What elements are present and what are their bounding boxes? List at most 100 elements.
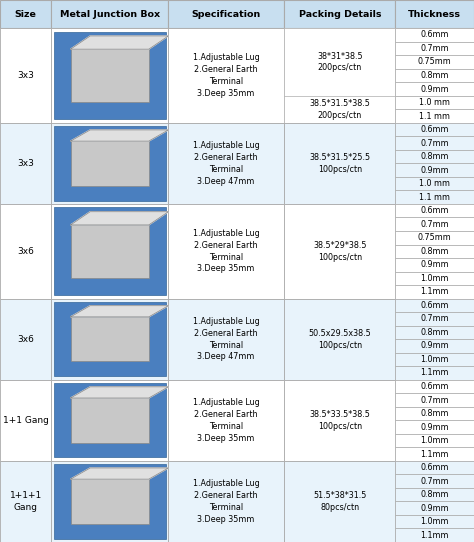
Bar xyxy=(52,461,168,542)
Text: 0.8mm: 0.8mm xyxy=(420,490,449,499)
Bar xyxy=(395,28,474,42)
Text: 1.0 mm: 1.0 mm xyxy=(419,98,450,107)
Polygon shape xyxy=(71,36,168,49)
Bar xyxy=(284,28,395,96)
Text: 3x6: 3x6 xyxy=(17,334,34,344)
Text: 1.1 mm: 1.1 mm xyxy=(419,112,450,120)
Polygon shape xyxy=(71,212,168,225)
Bar xyxy=(54,302,165,376)
Bar xyxy=(395,474,474,488)
Bar xyxy=(395,285,474,299)
Text: 0.9mm: 0.9mm xyxy=(420,341,449,351)
Text: 0.9mm: 0.9mm xyxy=(420,85,449,94)
Bar xyxy=(168,28,284,123)
Bar xyxy=(395,150,474,163)
Text: 0.6mm: 0.6mm xyxy=(420,301,449,310)
Text: 0.6mm: 0.6mm xyxy=(420,125,449,134)
Text: 1.1mm: 1.1mm xyxy=(420,531,449,540)
Text: 1.0 mm: 1.0 mm xyxy=(419,179,450,188)
Bar xyxy=(71,141,149,186)
Bar xyxy=(168,461,284,542)
Text: 0.9mm: 0.9mm xyxy=(420,423,449,431)
Bar xyxy=(395,177,474,190)
Text: 1.1 mm: 1.1 mm xyxy=(419,193,450,202)
Text: 3x3: 3x3 xyxy=(17,159,34,168)
Text: 0.8mm: 0.8mm xyxy=(420,152,449,161)
Text: 0.7mm: 0.7mm xyxy=(420,396,449,404)
Bar xyxy=(0,461,52,542)
Bar xyxy=(395,231,474,244)
Text: 38.5*31.5*38.5
200pcs/ctn: 38.5*31.5*38.5 200pcs/ctn xyxy=(310,99,370,120)
Bar xyxy=(284,299,395,380)
Bar xyxy=(395,82,474,96)
Bar xyxy=(0,380,52,461)
Bar xyxy=(395,299,474,312)
Text: 1+1+1
Gang: 1+1+1 Gang xyxy=(9,491,42,512)
Text: 0.6mm: 0.6mm xyxy=(420,382,449,391)
Bar xyxy=(168,380,284,461)
Bar xyxy=(395,163,474,177)
Text: 38.5*31.5*25.5
100pcs/ctn: 38.5*31.5*25.5 100pcs/ctn xyxy=(310,153,371,174)
Bar xyxy=(284,204,395,299)
Bar xyxy=(395,515,474,528)
Text: 0.7mm: 0.7mm xyxy=(420,476,449,486)
Bar xyxy=(395,447,474,461)
Bar xyxy=(395,258,474,272)
Bar xyxy=(395,312,474,326)
Bar xyxy=(54,126,165,201)
Text: 1.Adjustable Lug
2.General Earth
Terminal
3.Deep 47mm: 1.Adjustable Lug 2.General Earth Termina… xyxy=(193,141,260,185)
Bar xyxy=(395,380,474,393)
Bar xyxy=(395,353,474,366)
Bar xyxy=(284,96,395,123)
Bar xyxy=(52,380,168,461)
Bar xyxy=(395,42,474,55)
Bar xyxy=(168,0,284,28)
Bar xyxy=(395,272,474,285)
Bar xyxy=(52,204,168,299)
Text: Packing Details: Packing Details xyxy=(299,10,381,18)
Bar xyxy=(71,317,149,362)
Bar xyxy=(71,398,149,443)
Bar xyxy=(395,69,474,82)
Text: 0.7mm: 0.7mm xyxy=(420,44,449,53)
Text: 0.9mm: 0.9mm xyxy=(420,166,449,175)
Text: 0.8mm: 0.8mm xyxy=(420,247,449,256)
Text: 1.0mm: 1.0mm xyxy=(420,355,449,364)
Bar xyxy=(395,190,474,204)
Text: 0.7mm: 0.7mm xyxy=(420,314,449,324)
Polygon shape xyxy=(71,468,168,479)
Text: 0.75mm: 0.75mm xyxy=(418,233,452,242)
Text: Thickness: Thickness xyxy=(408,10,461,18)
Text: 0.6mm: 0.6mm xyxy=(420,206,449,215)
Text: 3x3: 3x3 xyxy=(17,71,34,80)
Text: 1.1mm: 1.1mm xyxy=(420,369,449,377)
Text: 0.8mm: 0.8mm xyxy=(420,328,449,337)
Text: 1.0mm: 1.0mm xyxy=(420,274,449,283)
Bar xyxy=(0,28,52,123)
Text: 0.75mm: 0.75mm xyxy=(418,57,452,67)
Bar xyxy=(71,49,149,102)
Bar xyxy=(395,217,474,231)
Bar xyxy=(395,55,474,69)
Bar xyxy=(284,0,395,28)
Text: Specification: Specification xyxy=(191,10,261,18)
Text: 38.5*33.5*38.5
100pcs/ctn: 38.5*33.5*38.5 100pcs/ctn xyxy=(310,410,370,431)
Bar xyxy=(52,299,168,380)
Text: 0.7mm: 0.7mm xyxy=(420,220,449,229)
Text: 38*31*38.5
200pcs/ctn: 38*31*38.5 200pcs/ctn xyxy=(317,51,363,73)
Text: 1.Adjustable Lug
2.General Earth
Terminal
3.Deep 35mm: 1.Adjustable Lug 2.General Earth Termina… xyxy=(193,398,260,442)
Bar xyxy=(395,366,474,380)
Text: 0.9mm: 0.9mm xyxy=(420,260,449,269)
Bar xyxy=(54,383,165,457)
Bar xyxy=(284,28,395,123)
Text: 1.Adjustable Lug
2.General Earth
Terminal
3.Deep 35mm: 1.Adjustable Lug 2.General Earth Termina… xyxy=(193,53,260,98)
Text: 1.0mm: 1.0mm xyxy=(420,517,449,526)
Bar xyxy=(395,501,474,515)
Bar xyxy=(395,326,474,339)
Text: 0.8mm: 0.8mm xyxy=(420,71,449,80)
Bar xyxy=(0,123,52,204)
Bar xyxy=(284,380,395,461)
Text: 1.Adjustable Lug
2.General Earth
Terminal
3.Deep 35mm: 1.Adjustable Lug 2.General Earth Termina… xyxy=(193,229,260,274)
Bar xyxy=(395,528,474,542)
Bar xyxy=(395,407,474,420)
